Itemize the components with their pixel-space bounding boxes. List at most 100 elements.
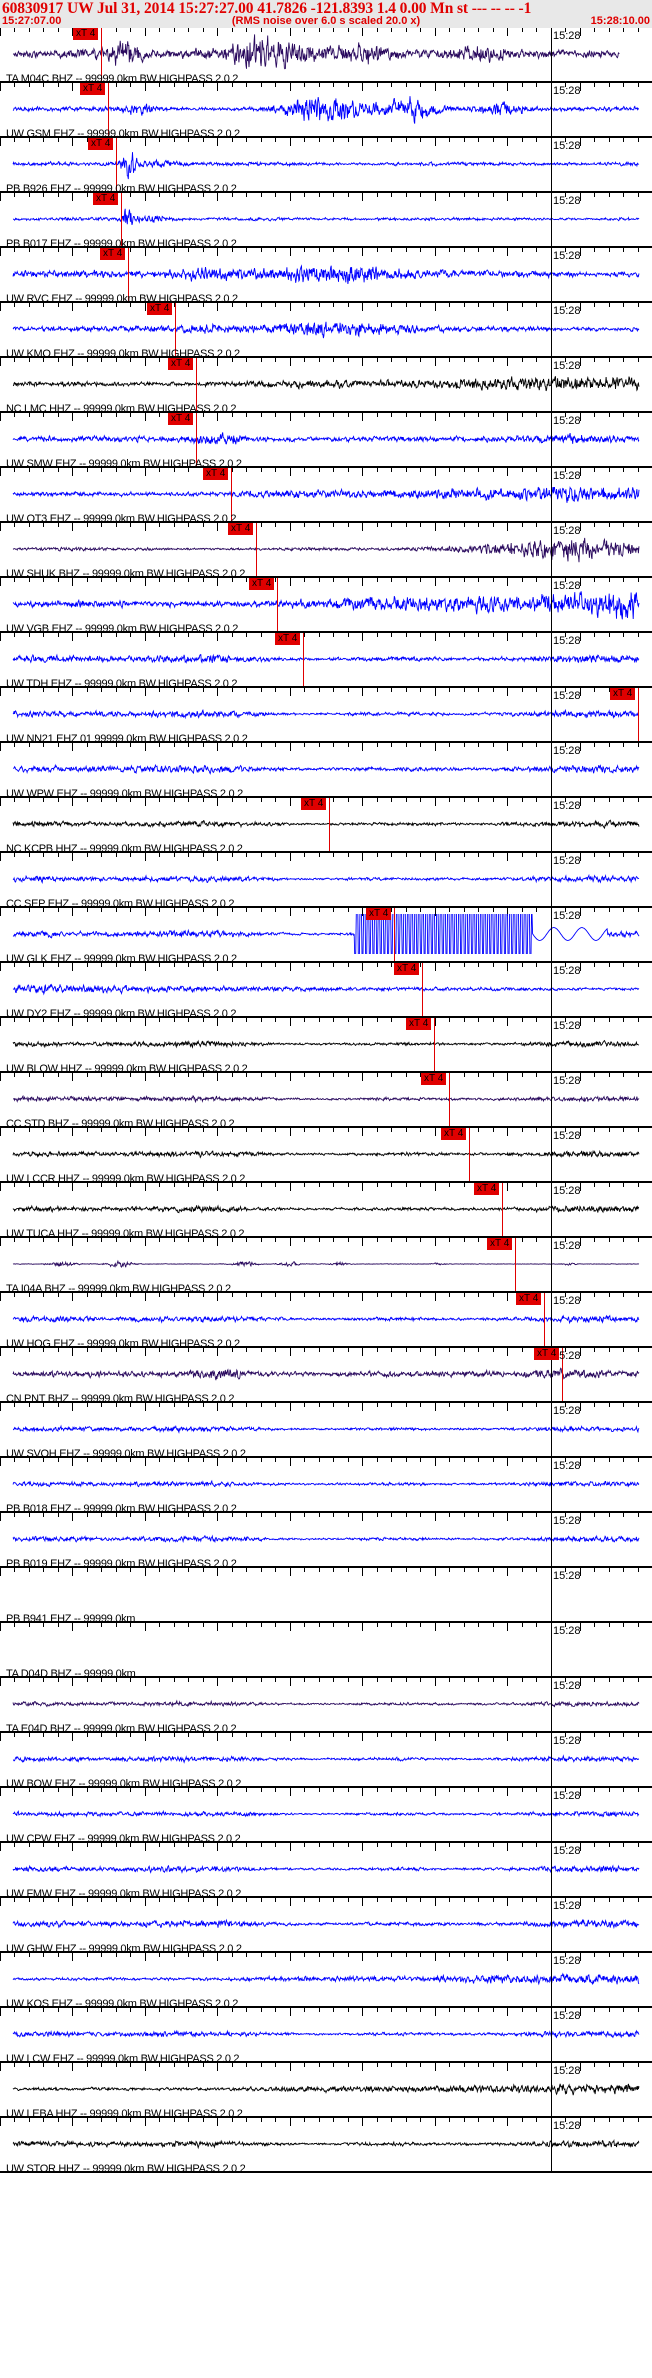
trace-row[interactable]: 15:28 PB B941 EHZ -- 99999.0km (0, 1568, 652, 1623)
phase-pick-tag[interactable]: xT 4 (516, 1293, 542, 1305)
trace-row[interactable]: 15:28 UW KOS EHZ -- 99999.0km BW.HIGHPASS… (0, 1953, 652, 2008)
trace-row[interactable]: 15:28 xT 4 UW TDH EHZ -- 99999.0km BW.HIGH… (0, 633, 652, 688)
phase-pick-line[interactable] (502, 1183, 503, 1236)
phase-pick-tag[interactable]: xT 4 (93, 193, 119, 205)
trace-row[interactable]: 15:28 xT 4 UW HOG EHZ -- 99999.0km BW.HIGH… (0, 1293, 652, 1348)
hour-label: 15:28 (553, 250, 581, 262)
trace-row[interactable]: 15:28 UW STOR HHZ -- 99999.0km BW.HIGHPAS… (0, 2118, 652, 2173)
rms-noise-note: (RMS noise over 6.0 s scaled 20.0 x) (231, 15, 421, 27)
trace-row[interactable]: 15:28 xT 4 PB B926 EHZ -- 99999.0km BW.HIG… (0, 138, 652, 193)
phase-pick-line[interactable] (116, 138, 117, 191)
phase-pick-line[interactable] (196, 358, 197, 411)
phase-pick-tag[interactable]: xT 4 (100, 248, 126, 260)
phase-pick-line[interactable] (231, 468, 232, 521)
trace-row[interactable]: 15:28 xT 4 CN PNT BHZ -- 99999.0km BW.HIGH… (0, 1348, 652, 1403)
trace-row[interactable]: 15:28 UW BOW EHZ -- 99999.0km BW.HIGHPASS… (0, 1733, 652, 1788)
trace-row[interactable]: 15:28 UW GHW EHZ -- 99999.0km BW.HIGHPASS… (0, 1898, 652, 1953)
phase-pick-line[interactable] (422, 963, 423, 1016)
trace-row[interactable]: 15:28 xT 4 UW RVC EHZ -- 99999.0km BW.HIGH… (0, 248, 652, 303)
phase-pick-tag[interactable]: xT 4 (275, 633, 301, 645)
phase-pick-tag[interactable]: xT 4 (73, 28, 99, 40)
phase-pick-tag[interactable]: xT 4 (421, 1073, 447, 1085)
phase-pick-line[interactable] (108, 83, 109, 136)
trace-row[interactable]: 15:28 xT 4 UW LCCR HHZ -- 99999.0km BW.HIG… (0, 1128, 652, 1183)
phase-pick-line[interactable] (256, 523, 257, 576)
trace-row[interactable]: 15:28 xT 4 UW BLOW HHZ -- 99999.0km BW.HIG… (0, 1018, 652, 1073)
phase-pick-line[interactable] (196, 413, 197, 466)
phase-pick-line[interactable] (329, 798, 330, 851)
time-axis (0, 193, 652, 201)
phase-pick-tag[interactable]: xT 4 (474, 1183, 500, 1195)
trace-row[interactable]: 15:28 UW CPW EHZ -- 99999.0km BW.HIGHPASS… (0, 1788, 652, 1843)
phase-pick-line[interactable] (121, 193, 122, 246)
phase-pick-line[interactable] (638, 688, 639, 741)
hour-gridline (551, 1623, 552, 1676)
trace-row[interactable]: 15:28 CC SEP EHZ -- 99999.0km BW.HIGHPASS… (0, 853, 652, 908)
trace-row[interactable]: 15:28 xT 4 UW KMO EHZ -- 99999.0km BW.HIGH… (0, 303, 652, 358)
trace-row[interactable]: 15:28 TA E04D BHZ -- 99999.0km BW.HIGHPAS… (0, 1678, 652, 1733)
phase-pick-tag[interactable]: xT 4 (406, 1018, 432, 1030)
trace-row[interactable]: 15:28 UW FMW EHZ -- 99999.0km BW.HIGHPASS… (0, 1843, 652, 1898)
phase-pick-tag[interactable]: xT 4 (228, 523, 254, 535)
phase-pick-line[interactable] (515, 1238, 516, 1291)
phase-pick-line[interactable] (128, 248, 129, 301)
phase-pick-tag[interactable]: xT 4 (249, 578, 275, 590)
phase-pick-line[interactable] (101, 28, 102, 81)
trace-row[interactable]: 15:28 TA D04D BHZ -- 99999.0km (0, 1623, 652, 1678)
trace-row[interactable]: 15:28 xT 4 UW TUCA HHZ -- 99999.0km BW.HIG… (0, 1183, 652, 1238)
trace-row[interactable]: 15:28 xT 4 UW DY2 EHZ -- 99999.0km BW.HIGH… (0, 963, 652, 1018)
hour-label: 15:28 (553, 30, 581, 42)
phase-pick-line[interactable] (544, 1293, 545, 1346)
trace-row[interactable]: 15:28 xT 4 NC KCPB HHZ -- 99999.0km BW.HIG… (0, 798, 652, 853)
phase-pick-line[interactable] (434, 1018, 435, 1071)
phase-pick-tag[interactable]: xT 4 (441, 1128, 467, 1140)
phase-pick-line[interactable] (469, 1128, 470, 1181)
trace-row[interactable]: 15:28 xT 4 TA M04C BHZ -- 99999.0km BW.HIG… (0, 28, 652, 83)
phase-pick-tag[interactable]: xT 4 (366, 908, 392, 920)
hour-label: 15:28 (553, 800, 581, 812)
phase-pick-line[interactable] (303, 633, 304, 686)
hour-label: 15:28 (553, 580, 581, 592)
phase-pick-tag[interactable]: xT 4 (534, 1348, 560, 1360)
trace-label: UW LCW EHZ -- 99999.0km BW.HIGHPASS 2.0 … (6, 2053, 240, 2063)
phase-pick-tag[interactable]: xT 4 (80, 83, 106, 95)
trace-row[interactable]: 15:28 xT 4 UW NN21 EHZ 01 99999.0km BW.HIG… (0, 688, 652, 743)
phase-pick-line[interactable] (562, 1348, 563, 1401)
phase-pick-tag[interactable]: xT 4 (88, 138, 114, 150)
phase-pick-tag[interactable]: xT 4 (487, 1238, 513, 1250)
trace-row[interactable]: 15:28 xT 4 CC STD BHZ -- 99999.0km BW.HIGH… (0, 1073, 652, 1128)
phase-pick-tag[interactable]: xT 4 (168, 358, 194, 370)
trace-label: UW BLOW HHZ -- 99999.0km BW.HIGHPASS 2.0… (6, 1063, 248, 1073)
phase-pick-tag[interactable]: xT 4 (394, 963, 420, 975)
hour-gridline (551, 1293, 552, 1346)
time-axis (0, 413, 652, 421)
trace-row[interactable]: 15:28 xT 4 UW VGB EHZ -- 99999.0km BW.HIGH… (0, 578, 652, 633)
trace-row[interactable]: 15:28 PB B018 EHZ -- 99999.0km BW.HIGHPAS… (0, 1458, 652, 1513)
trace-label: UW GSM EHZ -- 99999.0km BW.HIGHPASS 2.0 … (6, 128, 240, 138)
phase-pick-line[interactable] (277, 578, 278, 631)
trace-row[interactable]: 15:28 xT 4 UW GLK EHZ -- 99999.0km BW.HIGH… (0, 908, 652, 963)
phase-pick-tag[interactable]: xT 4 (147, 303, 173, 315)
phase-pick-tag[interactable]: xT 4 (168, 413, 194, 425)
trace-row[interactable]: 15:28 UW WPW EHZ -- 99999.0km BW.HIGHPASS… (0, 743, 652, 798)
phase-pick-line[interactable] (175, 303, 176, 356)
trace-row[interactable]: 15:28 xT 4 NC LMC HHZ -- 99999.0km BW.HIGH… (0, 358, 652, 413)
trace-row[interactable]: 15:28 xT 4 UW OT3 EHZ -- 99999.0km BW.HIGH… (0, 468, 652, 523)
trace-row[interactable]: 15:28 xT 4 UW SMW EHZ -- 99999.0km BW.HIGH… (0, 413, 652, 468)
trace-row[interactable]: 15:28 UW LEBA HHZ -- 99999.0km BW.HIGHPAS… (0, 2063, 652, 2118)
trace-row[interactable]: 15:28 xT 4 PB B017 EHZ -- 99999.0km BW.HIG… (0, 193, 652, 248)
phase-pick-tag[interactable]: xT 4 (610, 688, 636, 700)
phase-pick-line[interactable] (394, 908, 395, 961)
trace-row[interactable]: 15:28 xT 4 TA I04A BHZ -- 99999.0km BW.HIG… (0, 1238, 652, 1293)
trace-row[interactable]: 15:28 xT 4 UW SHUK BHZ -- 99999.0km BW.HIG… (0, 523, 652, 578)
time-axis (0, 1788, 652, 1796)
trace-list: 15:28 xT 4 TA M04C BHZ -- 99999.0km BW.HIG… (0, 28, 652, 2173)
trace-row[interactable]: 15:28 UW LCW EHZ -- 99999.0km BW.HIGHPASS… (0, 2008, 652, 2063)
phase-pick-tag[interactable]: xT 4 (203, 468, 229, 480)
trace-row[interactable]: 15:28 PB B019 EHZ -- 99999.0km BW.HIGHPAS… (0, 1513, 652, 1568)
trace-row[interactable]: 15:28 xT 4 UW GSM EHZ -- 99999.0km BW.HIGH… (0, 83, 652, 138)
phase-pick-line[interactable] (449, 1073, 450, 1126)
phase-pick-tag[interactable]: xT 4 (301, 798, 327, 810)
trace-row[interactable]: 15:28 UW SVOH EHZ -- 99999.0km BW.HIGHPAS… (0, 1403, 652, 1458)
waveform (12, 264, 640, 284)
